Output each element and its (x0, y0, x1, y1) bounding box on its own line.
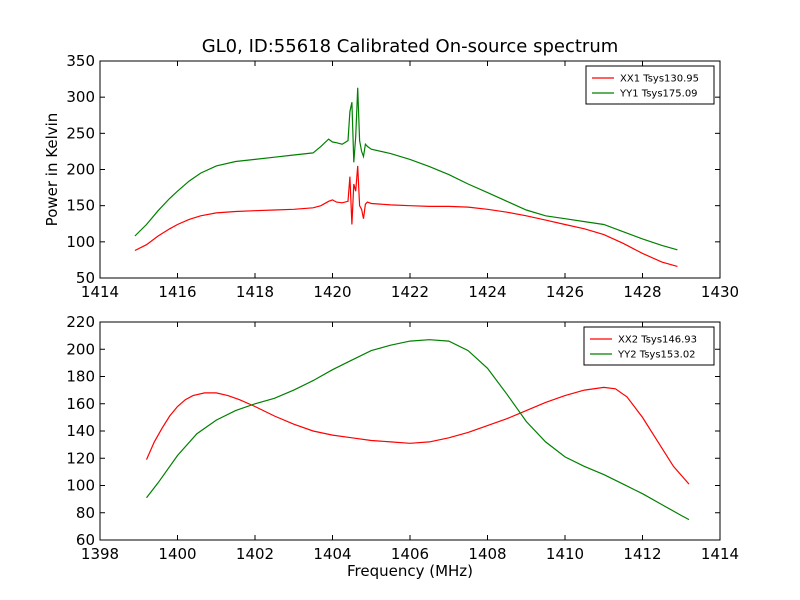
series-line-yy (146, 339, 690, 521)
x-tick-label: 1424 (468, 283, 506, 301)
x-tick-label: 1430 (701, 283, 739, 301)
x-tick-label: 1422 (391, 283, 429, 301)
y-tick-label: 350 (66, 52, 95, 70)
y-tick-label: 200 (66, 340, 95, 358)
x-tick-label: 1400 (158, 545, 196, 563)
legend-label: YY2 Tsys153.02 (617, 350, 696, 361)
figure-title: GL0, ID:55618 Calibrated On-source spect… (202, 36, 619, 57)
y-tick-label: 220 (66, 313, 95, 331)
x-tick-label: 1416 (158, 283, 196, 301)
y-tick-label: 80 (76, 504, 95, 522)
x-tick-label: 1418 (236, 283, 274, 301)
y-tick-label: 160 (66, 395, 95, 413)
legend-label: XX2 Tsys146.93 (618, 335, 697, 346)
x-tick-label: 1398 (81, 545, 119, 563)
y-tick-label: 250 (66, 124, 95, 142)
x-tick-label: 1414 (701, 545, 739, 563)
x-axis-title: Frequency (MHz) (347, 562, 473, 580)
y-tick-label: 100 (66, 233, 95, 251)
legend: XX1 Tsys130.95 YY1 Tsys175.09 (585, 65, 715, 105)
x-tick-label: 1406 (391, 545, 429, 563)
series-line-yy (134, 87, 678, 251)
legend-label: XX1 Tsys130.95 (620, 74, 699, 85)
legend-box (585, 65, 715, 105)
bottom-panel: 1398 1400 1402 1404 1406 1408 1410 1412 1414 60 80… (66, 313, 739, 580)
y-tick-label: 150 (66, 197, 95, 215)
y-tick-label: 180 (66, 368, 95, 386)
series-line-xx (134, 165, 678, 267)
legend-label: YY1 Tsys175.09 (619, 89, 698, 100)
y-tick-label: 300 (66, 88, 95, 106)
y-axis-title: Power in Kelvin (43, 113, 61, 227)
x-tick-label: 1414 (81, 283, 119, 301)
y-tick-label: 50 (76, 269, 95, 287)
x-tick-label: 1404 (313, 545, 351, 563)
x-tick-label: 1402 (236, 545, 274, 563)
x-tick-label: 1426 (546, 283, 584, 301)
series-line-xx (145, 386, 690, 485)
x-tick-label: 1420 (313, 283, 351, 301)
x-tick-label: 1410 (546, 545, 584, 563)
y-tick-label: 200 (66, 161, 95, 179)
x-tick-label: 1412 (623, 545, 661, 563)
legend-box (583, 326, 715, 366)
y-tick-label: 60 (76, 531, 95, 549)
y-tick-label: 100 (66, 477, 95, 495)
legend: XX2 Tsys146.93 YY2 Tsys153.02 (583, 326, 715, 366)
y-tick-label: 120 (66, 449, 95, 467)
top-panel: 1414 1416 1418 1420 1422 1424 1426 1428 1430 50 10… (43, 52, 739, 301)
x-tick-label: 1428 (623, 283, 661, 301)
x-tick-label: 1408 (468, 545, 506, 563)
y-tick-label: 140 (66, 422, 95, 440)
